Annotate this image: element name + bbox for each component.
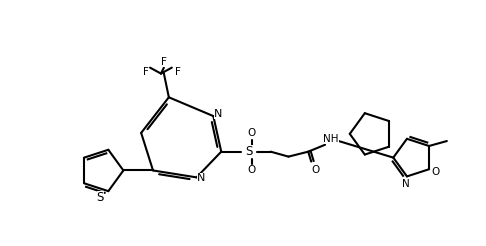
Text: F: F [161,57,167,67]
Text: S: S [97,191,104,204]
Text: N: N [214,109,223,119]
Text: N: N [402,179,410,189]
Text: NH: NH [323,134,339,144]
Text: O: O [248,128,256,138]
Text: O: O [248,166,256,175]
Text: S: S [245,145,253,158]
Text: O: O [432,167,440,177]
Text: N: N [197,173,206,183]
Text: O: O [311,166,319,175]
Text: F: F [175,67,181,77]
Text: F: F [143,67,149,77]
